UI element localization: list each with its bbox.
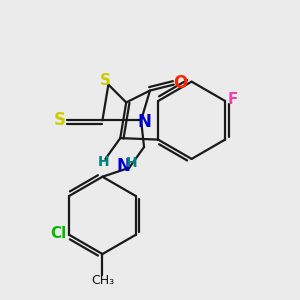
Text: H: H (98, 155, 110, 169)
Text: S: S (54, 111, 66, 129)
Text: CH₃: CH₃ (91, 274, 114, 287)
Text: N: N (137, 113, 151, 131)
Text: Cl: Cl (50, 226, 67, 241)
Text: O: O (173, 74, 188, 92)
Text: N: N (117, 157, 131, 175)
Text: H: H (126, 156, 137, 170)
Text: S: S (100, 73, 111, 88)
Text: F: F (227, 92, 238, 107)
